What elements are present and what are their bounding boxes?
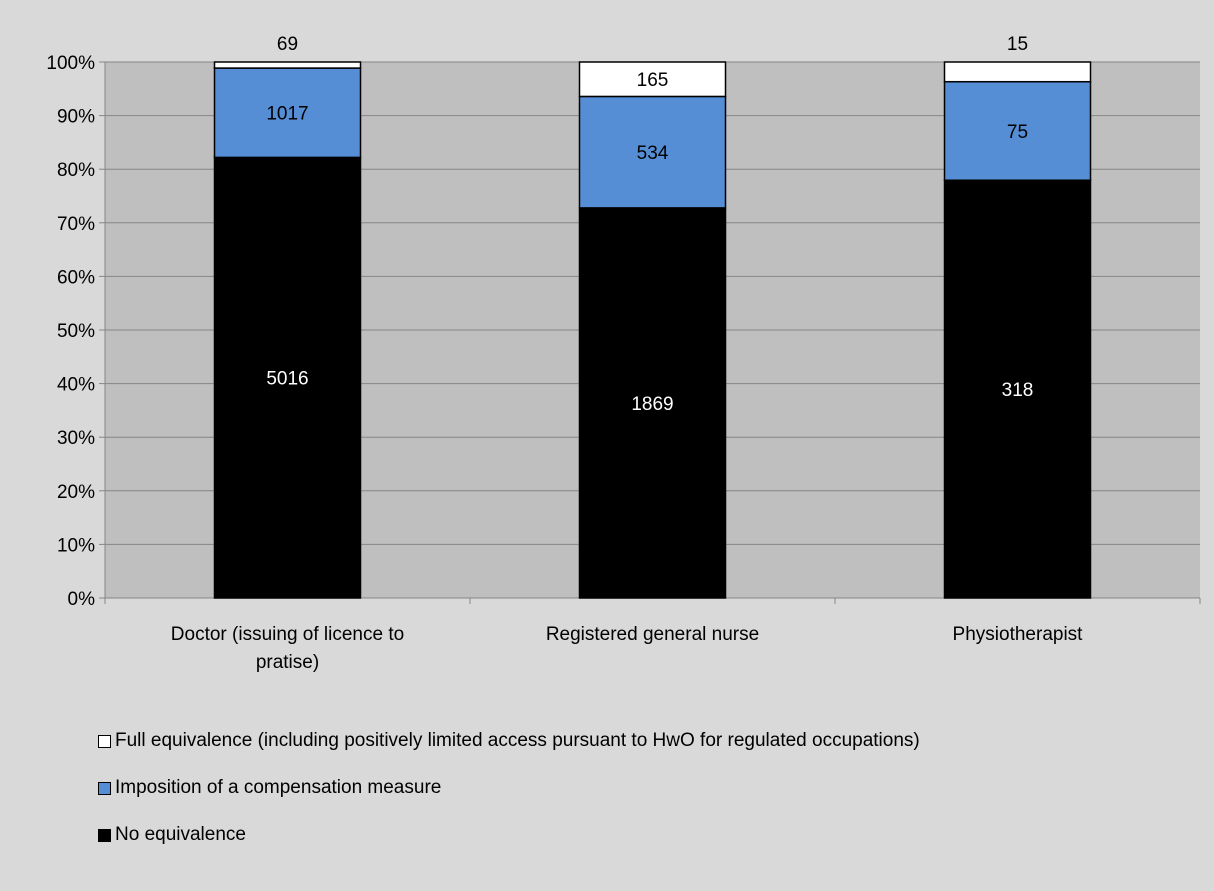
y-tick-label: 0% (68, 589, 96, 610)
y-tick-label: 50% (57, 321, 95, 342)
legend-item-no-equivalence: No equivalence (98, 822, 920, 848)
x-tick-label: pratise) (256, 652, 319, 673)
y-tick-label: 30% (57, 428, 95, 449)
y-tick-label: 40% (57, 375, 95, 396)
y-tick-label: 100% (46, 53, 95, 74)
legend-swatch-no-equivalence (98, 828, 111, 842)
stacked-bar-chart: 0% 10% 20% 30% 40% 50% 60% 70% 80% 90% 100% 5016 101… (46, 34, 1201, 673)
bar-segment (943, 179, 1092, 599)
data-label: 69 (277, 34, 298, 55)
data-label: 318 (1002, 380, 1034, 401)
legend-item-full-equivalence: Full equivalence (including positively l… (98, 728, 920, 754)
legend: Full equivalence (including positively l… (98, 728, 920, 869)
y-tick-label: 20% (57, 482, 95, 503)
legend-label-full-equivalence: Full equivalence (including positively l… (115, 730, 920, 751)
data-label: 165 (637, 70, 669, 91)
data-label: 1869 (631, 394, 673, 415)
bar-segment (943, 61, 1092, 83)
y-tick-label: 10% (57, 535, 95, 556)
bar-segment (213, 67, 362, 159)
legend-label-no-equivalence: No equivalence (115, 824, 246, 845)
x-tick-label: Doctor (issuing of licence to (171, 624, 404, 645)
bar-segment (943, 80, 1092, 181)
y-tick-label: 90% (57, 107, 95, 128)
y-tick-label: 80% (57, 160, 95, 181)
bar-segment (578, 207, 727, 599)
bar-segment (213, 61, 362, 69)
legend-swatch-compensation-measure (98, 781, 111, 795)
legend-item-compensation-measure: Imposition of a compensation measure (98, 775, 920, 801)
data-label: 534 (637, 143, 669, 164)
data-label: 5016 (266, 369, 308, 390)
data-label: 1017 (266, 104, 308, 125)
data-label: 75 (1007, 122, 1028, 143)
bar-segment (578, 61, 727, 98)
x-tick-label: Physiotherapist (953, 624, 1084, 645)
y-tick-label: 70% (57, 214, 95, 235)
bar-segment (213, 156, 362, 599)
data-label: 15 (1007, 34, 1028, 55)
y-tick-label: 60% (57, 267, 95, 288)
x-tick-label: Registered general nurse (546, 624, 759, 645)
legend-swatch-full-equivalence (98, 734, 111, 748)
legend-label-compensation-measure: Imposition of a compensation measure (115, 777, 442, 798)
